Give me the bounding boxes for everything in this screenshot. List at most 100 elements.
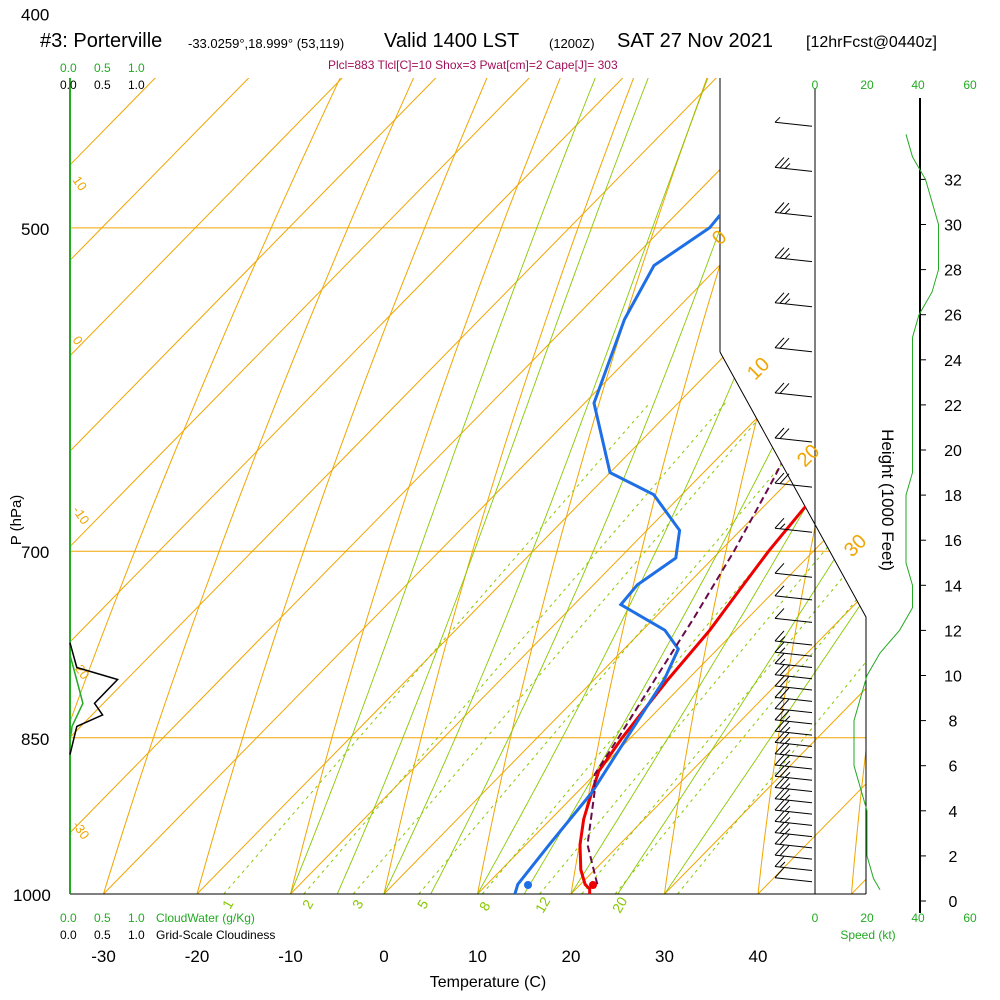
wind-barb-half-feather	[784, 738, 791, 744]
wind-barb-feather	[774, 754, 785, 766]
cloudiness-top-tick: 0.5	[94, 78, 111, 92]
cloudiness-top-tick: 0.0	[60, 78, 77, 92]
surface-dewpoint-dot	[524, 881, 532, 889]
wind-barb-feather	[774, 562, 785, 574]
wind-barb-shaft	[774, 663, 813, 668]
wind-barb-shaft	[774, 257, 813, 263]
wind-barb-half-feather	[784, 817, 791, 823]
right-frame-lower	[719, 351, 867, 894]
cloud-water-top-tick: 0.0	[60, 61, 77, 75]
wind-barb	[774, 382, 813, 398]
wind-barb-feather	[774, 709, 785, 721]
temperature-tick-label: -10	[278, 947, 303, 966]
pressure-tick-label: 700	[21, 543, 49, 562]
wind-barb-shaft	[774, 527, 813, 533]
speed-bottom-tick: 40	[911, 911, 925, 925]
wind-barb	[774, 709, 813, 725]
wind-barb	[774, 472, 813, 488]
mixing-ratio-line	[614, 402, 866, 894]
temperature-tick-label: 30	[655, 947, 674, 966]
pressure-tick-label: 1000	[13, 886, 51, 905]
wind-barb-half-feather	[779, 636, 786, 642]
wind-barb-feather	[779, 247, 790, 259]
isotherm-line	[196, 78, 866, 894]
wind-barbs	[774, 116, 813, 883]
wind-barb-half-feather	[784, 749, 791, 756]
wind-barb-feather	[774, 856, 785, 867]
height-tick-label: 6	[949, 759, 958, 776]
mixing-ratio-line	[352, 402, 773, 894]
wind-barb-shaft	[774, 775, 813, 781]
wind-barb-shaft	[774, 482, 813, 488]
cloud-water-bottom-tick: 0.5	[94, 911, 111, 925]
wind-barb-feather	[779, 777, 790, 789]
dry-adiabat-label: -10	[70, 503, 93, 527]
wind-barb-feather	[779, 687, 790, 699]
wind-barb-shaft	[774, 696, 813, 702]
pressure-tick-label: 500	[21, 220, 49, 239]
isotherm-line	[477, 78, 866, 894]
mixing-ratio-label: 3	[349, 897, 367, 912]
cloudiness-top-tick: 1.0	[128, 78, 145, 92]
wind-barb-feather	[774, 247, 785, 258]
wind-barb-shaft	[774, 347, 813, 353]
cloud-water-bottom-tick: 1.0	[128, 911, 145, 925]
pressure-tick-label: 850	[21, 730, 49, 749]
wind-barb	[774, 630, 813, 646]
speed-bottom-tick: 60	[963, 911, 977, 925]
moist-adiabat-line	[336, 78, 866, 894]
wind-barb-feather	[774, 698, 785, 709]
height-tick-label: 18	[944, 488, 962, 505]
wind-barb-shaft	[774, 708, 813, 714]
wind-barb	[774, 562, 813, 578]
cloudiness-profile	[69, 642, 120, 755]
wind-barb-half-feather	[779, 861, 786, 868]
dry-adiabat-label: 0	[70, 333, 86, 348]
cloud-water-label: CloudWater (g/Kg)	[156, 911, 255, 925]
moist-adiabat-line	[617, 78, 866, 894]
side-panels	[69, 134, 939, 894]
wind-barb-shaft	[774, 685, 813, 691]
wind-barb-feather	[779, 721, 790, 733]
wind-barb	[774, 822, 813, 838]
wind-barb-shaft	[774, 651, 813, 657]
wind-barb-feather	[779, 822, 790, 834]
wind-barb-feather	[774, 777, 785, 788]
wind-barb	[774, 743, 813, 759]
dry-adiabat-line	[373, 78, 866, 894]
wind-barb-feather	[779, 789, 790, 800]
temperature-tick-label: 20	[562, 947, 581, 966]
isotherm-line	[570, 78, 866, 894]
temperature-tick-label: -30	[91, 947, 116, 966]
wind-barb	[774, 754, 813, 770]
wind-barb-feather	[774, 630, 785, 642]
wind-barb-shaft	[774, 572, 813, 578]
speed-top-tick: 40	[911, 78, 925, 92]
wind-barb-shaft	[774, 437, 813, 443]
mixing-ratio-line	[303, 402, 726, 894]
wind-barb-feather	[774, 382, 785, 394]
wind-barb-half-feather	[784, 298, 791, 305]
cloud-water-top-tick: 1.0	[128, 61, 145, 75]
wind-barb-shaft	[774, 730, 813, 736]
height-tick-label: 12	[944, 623, 962, 640]
wind-barb-half-feather	[784, 726, 791, 733]
height-tick-label: 28	[944, 263, 962, 280]
cloudiness-label: Grid-Scale Cloudiness	[156, 928, 275, 942]
wind-barb-shaft	[774, 854, 813, 860]
temperature-axis-label: Temperature (C)	[430, 974, 546, 991]
wind-barb-feather	[774, 743, 785, 755]
wind-barb-feather	[774, 427, 785, 439]
height-tick-label: 16	[944, 533, 962, 550]
parcel-line	[586, 283, 866, 885]
wind-barb-shaft	[774, 595, 813, 601]
cloudiness-bottom-tick: 0.5	[94, 928, 111, 942]
wind-barb-feather	[779, 473, 790, 484]
dry-adiabat-line	[752, 78, 866, 894]
wind-barb	[774, 675, 813, 691]
isotherm-line	[851, 78, 866, 894]
wind-barb	[774, 765, 813, 781]
wind-barb-shaft	[774, 798, 813, 804]
wind-barb	[774, 856, 813, 871]
isotherm-line	[70, 78, 741, 894]
